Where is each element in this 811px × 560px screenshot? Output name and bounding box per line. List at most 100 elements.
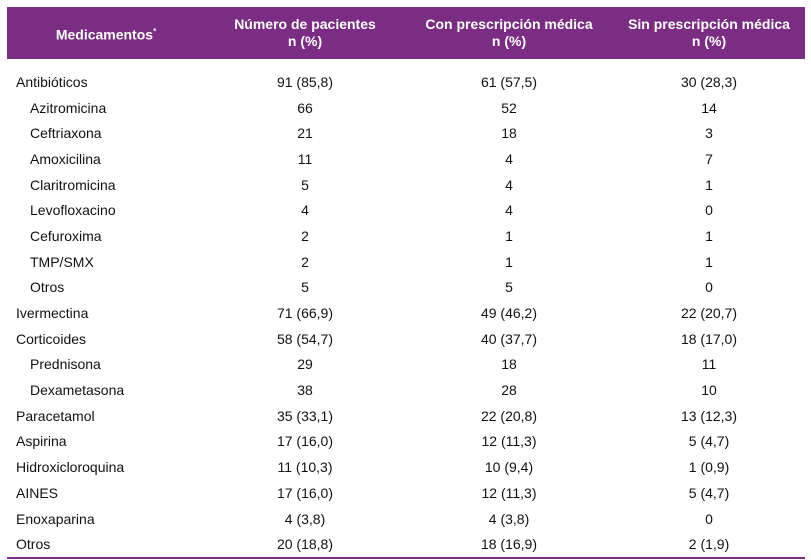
cell-numero-pacientes: 71 (66,9) [276, 305, 334, 322]
table-row: Ivermectina 71 (66,9) 49 (46,2) 22 (20,7) [7, 300, 805, 326]
cell-con-prescripcion: 4 [505, 150, 513, 167]
cell-numero-pacientes: 4 (3,8) [284, 510, 326, 527]
table-row: TMP/SMX 2 1 1 [7, 249, 805, 275]
table-row: Enoxaparina 4 (3,8) 4 (3,8) 0 [7, 506, 805, 532]
cell-sin-prescripcion: 30 (28,3) [680, 73, 738, 90]
header-sin-prescripcion-unit: n (%) [691, 33, 727, 49]
cell-medicamento: Claritromicina [30, 176, 116, 193]
cell-con-prescripcion: 61 (57,5) [480, 73, 538, 90]
cell-numero-pacientes: 29 [297, 356, 313, 373]
cell-con-prescripcion: 18 [501, 356, 517, 373]
table-row: Prednisona 29 18 11 [7, 352, 805, 378]
table-body: Antibióticos 91 (85,8) 61 (57,5) 30 (28,3) A… [7, 59, 805, 557]
cell-con-prescripcion: 18 [501, 125, 517, 142]
header-sin-prescripcion: Sin prescripción médica n (%) [613, 7, 805, 59]
cell-sin-prescripcion: 14 [701, 99, 717, 116]
table-row: Levofloxacino 4 4 0 [7, 197, 805, 223]
cell-numero-pacientes: 5 [301, 176, 309, 193]
cell-con-prescripcion: 4 [505, 202, 513, 219]
cell-medicamento: Levofloxacino [30, 202, 116, 219]
header-medicamentos: Medicamentos* [7, 7, 205, 59]
cell-sin-prescripcion: 0 [705, 202, 713, 219]
cell-con-prescripcion: 12 (11,3) [481, 484, 537, 501]
table-row: Ceftriaxona 21 18 3 [7, 120, 805, 146]
cell-sin-prescripcion: 1 (0,9) [688, 459, 730, 476]
table-row: Azitromicina 66 52 14 [7, 95, 805, 121]
cell-con-prescripcion: 10 (9,4) [484, 459, 534, 476]
table-row: Hidroxicloroquina 11 (10,3) 10 (9,4) 1 (0,9… [7, 454, 805, 480]
header-sin-prescripcion-label: Sin prescripción médica [628, 16, 790, 32]
cell-con-prescripcion: 40 (37,7) [480, 330, 538, 347]
cell-medicamento: Corticoides [16, 330, 87, 347]
cell-numero-pacientes: 11 [297, 150, 313, 167]
cell-con-prescripcion: 22 (20,8) [480, 407, 538, 424]
cell-sin-prescripcion: 22 (20,7) [680, 305, 738, 322]
cell-medicamento: Prednisona [30, 356, 101, 373]
cell-medicamento: Ceftriaxona [30, 125, 102, 142]
cell-medicamento: Dexametasona [30, 382, 125, 399]
cell-con-prescripcion: 4 (3,8) [488, 510, 530, 527]
cell-medicamento: Ivermectina [16, 305, 89, 322]
cell-con-prescripcion: 5 [505, 279, 513, 296]
cell-sin-prescripcion: 3 [705, 125, 713, 142]
table-row: Dexametasona 38 28 10 [7, 377, 805, 403]
cell-numero-pacientes: 4 [301, 202, 309, 219]
table-row: Paracetamol 35 (33,1) 22 (20,8) 13 (12,3) [7, 403, 805, 429]
cell-medicamento: Enoxaparina [16, 510, 95, 527]
table-row: AINES 17 (16,0) 12 (11,3) 5 (4,7) [7, 480, 805, 506]
header-row: Medicamentos* Número de pacientes n (%) C… [7, 7, 805, 59]
medication-table-container: Medicamentos* Número de pacientes n (%) C… [7, 7, 805, 560]
table-header: Medicamentos* Número de pacientes n (%) C… [7, 7, 805, 59]
cell-numero-pacientes: 11 (10,3) [277, 459, 333, 476]
cell-numero-pacientes: 91 (85,8) [276, 73, 334, 90]
cell-medicamento: Azitromicina [30, 99, 107, 116]
cell-sin-prescripcion: 1 [705, 176, 713, 193]
table-row: Claritromicina 5 4 1 [7, 172, 805, 198]
table-row: Otros 20 (18,8) 18 (16,9) 2 (1,9) [7, 531, 805, 557]
header-numero-pacientes-label: Número de pacientes [234, 16, 376, 32]
cell-con-prescripcion: 12 (11,3) [481, 433, 537, 450]
cell-medicamento: Paracetamol [16, 407, 95, 424]
cell-numero-pacientes: 58 (54,7) [276, 330, 334, 347]
cell-medicamento: Amoxicilina [30, 150, 101, 167]
cell-sin-prescripcion: 5 (4,7) [688, 484, 730, 501]
table-row: Otros 5 5 0 [7, 275, 805, 301]
table-row: Amoxicilina 11 4 7 [7, 146, 805, 172]
cell-con-prescripcion: 1 [505, 227, 513, 244]
table-row: Cefuroxima 2 1 1 [7, 223, 805, 249]
cell-numero-pacientes: 38 [297, 382, 313, 399]
table-row: Corticoides 58 (54,7) 40 (37,7) 18 (17,0) [7, 326, 805, 352]
cell-con-prescripcion: 49 (46,2) [480, 305, 538, 322]
header-footnote-mark: * [153, 26, 157, 36]
cell-medicamento: TMP/SMX [30, 253, 94, 270]
table-bottom-rule [7, 557, 805, 560]
cell-con-prescripcion: 4 [505, 176, 513, 193]
cell-sin-prescripcion: 10 [701, 382, 717, 399]
cell-sin-prescripcion: 0 [705, 279, 713, 296]
header-numero-pacientes-unit: n (%) [287, 33, 323, 49]
cell-sin-prescripcion: 7 [705, 150, 713, 167]
cell-numero-pacientes: 2 [301, 227, 309, 244]
cell-sin-prescripcion: 5 (4,7) [688, 433, 730, 450]
cell-sin-prescripcion: 2 (1,9) [688, 536, 730, 553]
cell-medicamento: Otros [30, 279, 65, 296]
cell-numero-pacientes: 66 [297, 99, 313, 116]
cell-con-prescripcion: 52 [501, 99, 517, 116]
header-con-prescripcion-label: Con prescripción médica [425, 16, 593, 32]
cell-numero-pacientes: 5 [301, 279, 309, 296]
cell-medicamento: Antibióticos [16, 73, 88, 90]
cell-con-prescripcion: 28 [501, 382, 517, 399]
cell-numero-pacientes: 20 (18,8) [276, 536, 334, 553]
cell-con-prescripcion: 1 [505, 253, 513, 270]
cell-medicamento: Aspirina [16, 433, 67, 450]
medication-table: Medicamentos* Número de pacientes n (%) C… [7, 7, 805, 557]
header-con-prescripcion-unit: n (%) [491, 33, 527, 49]
cell-sin-prescripcion: 0 [705, 510, 713, 527]
cell-medicamento: Cefuroxima [30, 227, 102, 244]
cell-medicamento: AINES [16, 484, 59, 501]
cell-sin-prescripcion: 18 (17,0) [680, 330, 738, 347]
cell-numero-pacientes: 17 (16,0) [276, 484, 334, 501]
cell-medicamento: Hidroxicloroquina [16, 459, 125, 476]
cell-medicamento: Otros [16, 536, 51, 553]
header-medicamentos-label: Medicamentos [55, 26, 154, 43]
